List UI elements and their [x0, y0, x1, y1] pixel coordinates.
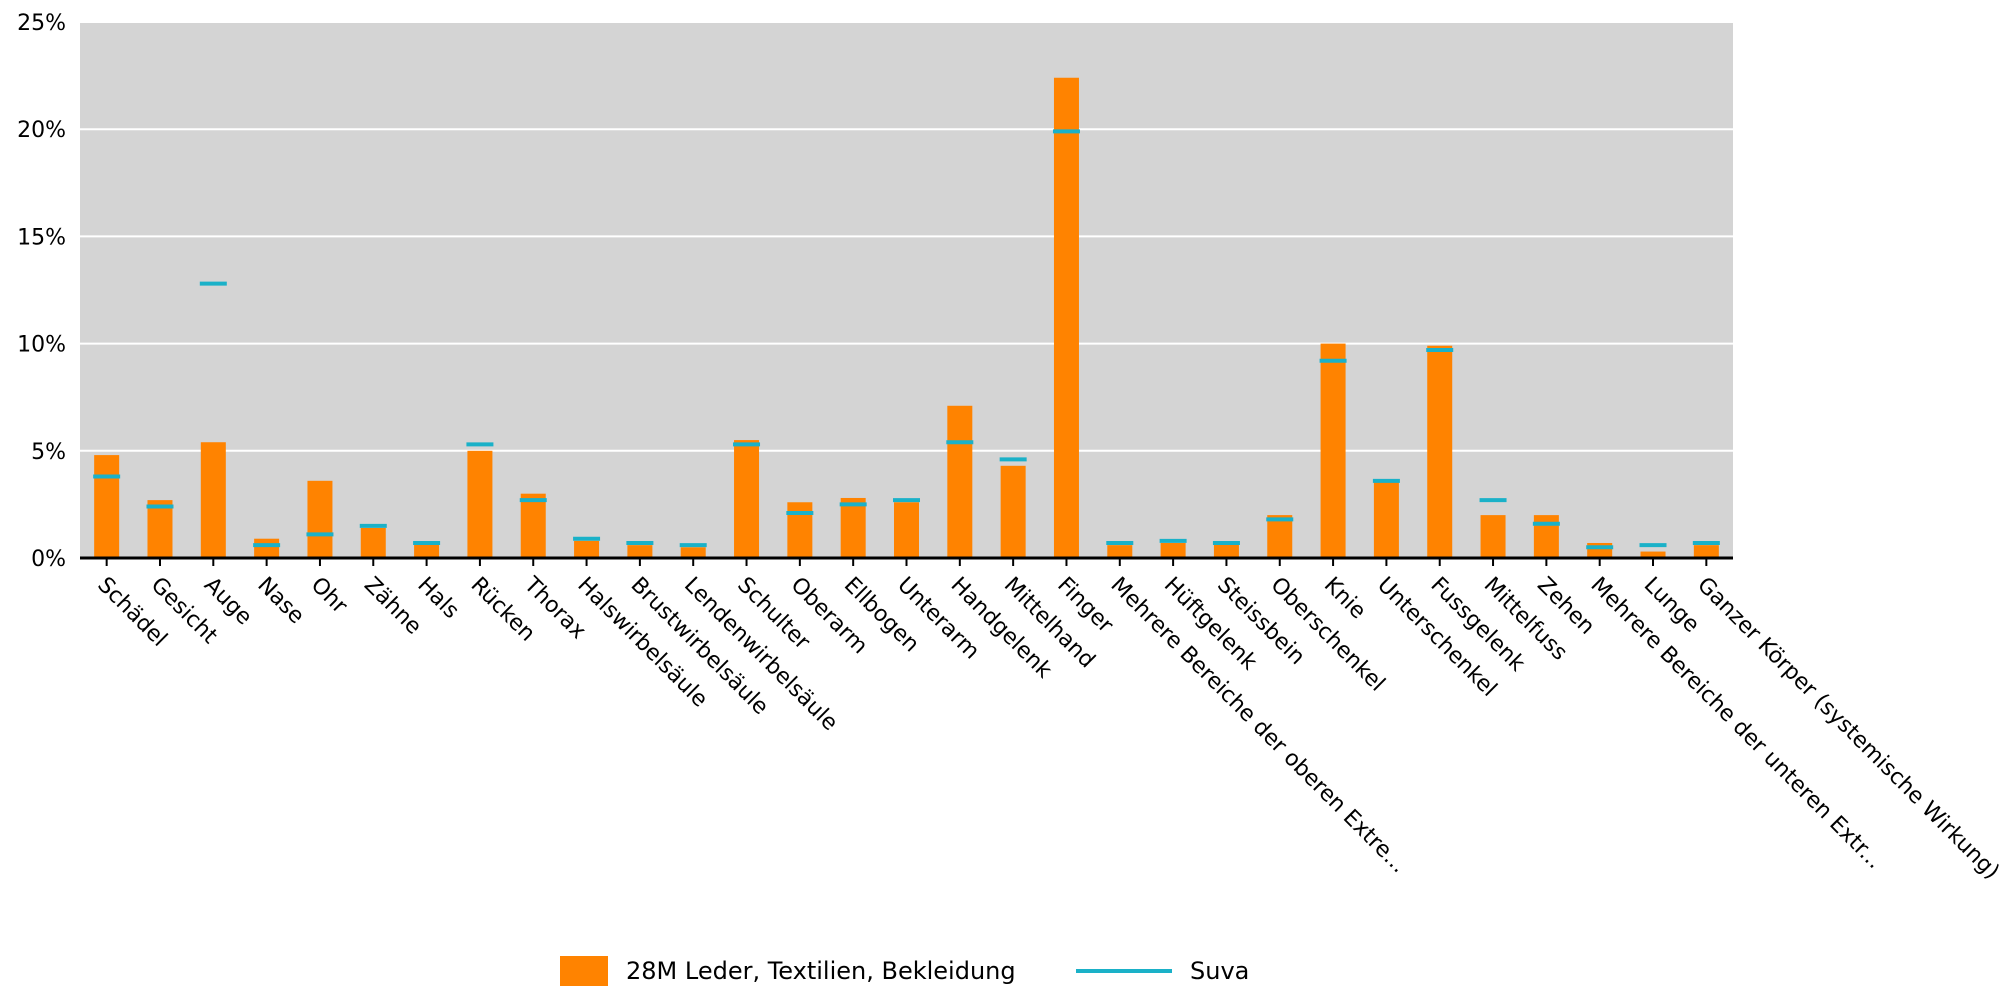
bar — [787, 502, 813, 558]
bar — [1320, 343, 1346, 558]
legend-swatch-bars — [560, 956, 608, 986]
y-axis-ticks: 0% 5% 10% 15% 20% 25% — [17, 11, 66, 572]
bar — [574, 540, 600, 558]
bar — [1213, 542, 1239, 558]
bar — [1640, 551, 1666, 558]
bar — [360, 527, 386, 558]
y-tick-label: 0% — [31, 547, 66, 572]
gridlines — [80, 21, 1733, 452]
bar — [1533, 515, 1559, 558]
bar — [1000, 465, 1026, 558]
bar — [1160, 542, 1186, 558]
suva-markers — [93, 129, 1720, 550]
y-tick-label: 20% — [17, 118, 66, 143]
bar — [200, 442, 226, 558]
bar — [1107, 545, 1133, 558]
bar — [254, 538, 280, 558]
legend-item-suva: Suva — [1076, 955, 1249, 987]
bar — [1267, 515, 1293, 558]
x-tick-label: Ohr — [306, 573, 353, 620]
y-tick-label: 15% — [17, 225, 66, 250]
bar — [894, 502, 919, 558]
bar — [307, 480, 333, 558]
bar — [1480, 515, 1506, 558]
bar-chart: 0% 5% 10% 15% 20% 25% SchädelGesichtAugeNaseO… — [17, 11, 2003, 885]
legend-label-suva: Suva — [1190, 957, 1250, 985]
y-tick-label: 25% — [17, 11, 66, 36]
bar — [947, 405, 973, 558]
bar — [1373, 480, 1399, 558]
bar — [1053, 77, 1079, 558]
bar — [414, 542, 440, 558]
bar — [840, 497, 866, 558]
legend-label-bars: 28M Leder, Textilien, Bekleidung — [626, 957, 1016, 985]
bar — [1427, 345, 1453, 558]
plot-area — [80, 22, 1733, 558]
bar-series — [94, 77, 1719, 558]
bar — [1693, 545, 1719, 558]
y-tick-label: 10% — [17, 333, 66, 358]
x-tick-label: Nase — [252, 573, 309, 630]
bar — [520, 493, 546, 558]
legend-line-suva — [1076, 969, 1172, 973]
bar — [94, 455, 120, 558]
bar — [680, 547, 706, 558]
bar — [1587, 542, 1613, 558]
bar — [467, 450, 493, 558]
legend: 28M Leder, Textilien, Bekleidung Suva — [0, 955, 2003, 987]
legend-item-bars: 28M Leder, Textilien, Bekleidung — [560, 955, 1016, 987]
bar — [734, 440, 760, 558]
bar — [147, 500, 173, 558]
x-tick-label: Zähne — [359, 573, 426, 640]
y-tick-label: 5% — [31, 440, 66, 465]
bar — [627, 545, 653, 558]
